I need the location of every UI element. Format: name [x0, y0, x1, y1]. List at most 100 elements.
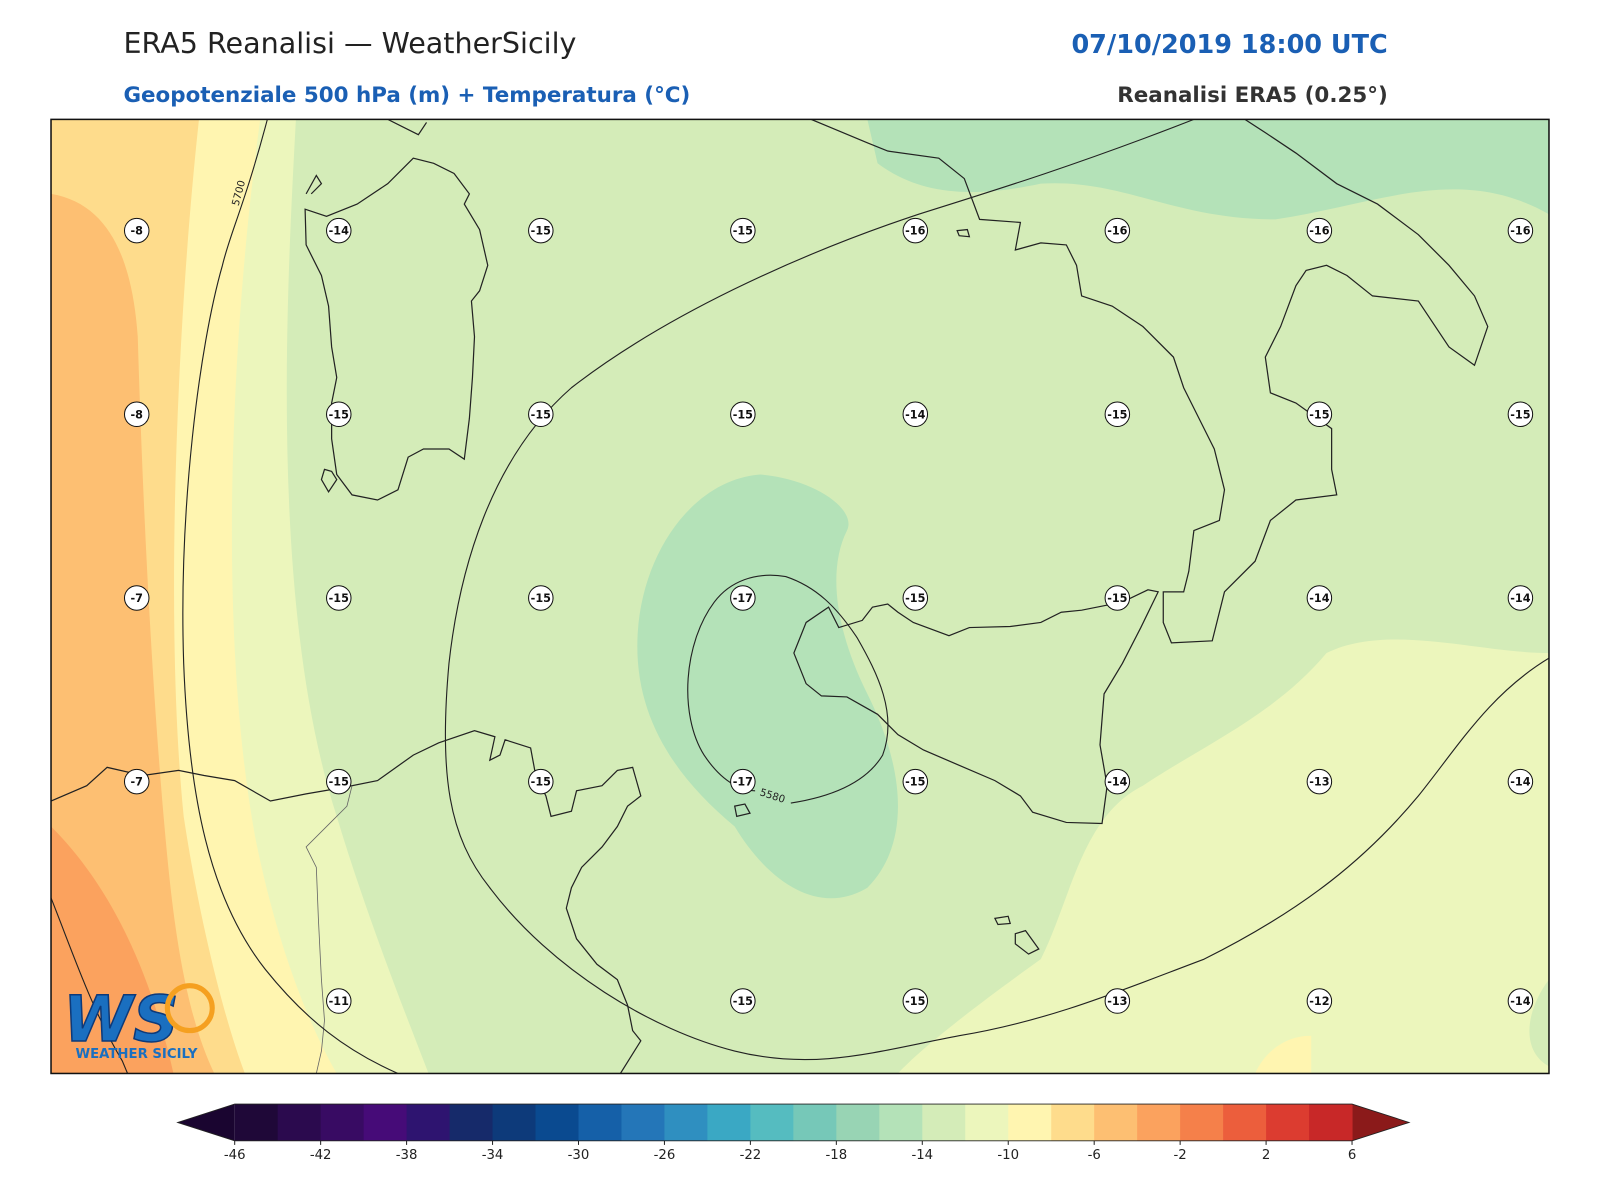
point-marker	[902, 768, 929, 795]
point-marker	[730, 988, 756, 1014]
point-marker	[123, 217, 150, 244]
colorbar-tick-label: -26	[654, 1148, 676, 1163]
colorbar-under	[177, 1104, 235, 1141]
point-marker	[1306, 768, 1333, 795]
point-marker	[902, 988, 929, 1014]
point-value: -16	[905, 225, 925, 238]
point-value: -15	[733, 225, 753, 238]
point-value: -15	[1309, 408, 1329, 421]
map-frame	[50, 118, 1550, 1075]
point-value: -14	[1309, 592, 1329, 605]
colorbar-over	[1352, 1104, 1410, 1141]
field-warm-area	[897, 639, 1549, 1074]
colorbar-band	[621, 1104, 665, 1141]
field-area	[1529, 979, 1549, 1067]
colorbar-band	[922, 1104, 966, 1141]
point-value: -15	[733, 995, 753, 1008]
point-marker	[326, 401, 352, 428]
point-marker	[902, 585, 929, 611]
point-marker	[1306, 217, 1333, 244]
point-marker	[730, 217, 756, 244]
point-marker	[1104, 401, 1131, 428]
logo-mark: WS	[63, 982, 178, 1056]
point-value: -15	[531, 592, 551, 605]
isohypse	[51, 897, 129, 1074]
colorbar-band	[449, 1104, 494, 1141]
logo: WS WEATHER SICILY	[62, 981, 215, 1062]
point-value: -15	[1510, 408, 1530, 421]
coastline	[733, 803, 1040, 955]
point-value: -14	[1510, 776, 1530, 789]
logo-text: WEATHER SICILY	[76, 1047, 198, 1062]
colorbar-band	[1008, 1104, 1052, 1141]
colorbar-tick-label: -34	[482, 1148, 504, 1163]
point-value: -17	[733, 592, 753, 605]
point-value: -15	[329, 592, 349, 605]
point-value: -15	[905, 776, 925, 789]
point-marker	[902, 401, 929, 428]
point-marker	[730, 585, 756, 611]
point-value: -15	[329, 776, 349, 789]
point-marker	[123, 401, 150, 428]
logo-sun	[164, 983, 215, 1034]
colorbar-band	[234, 1104, 279, 1141]
border-line	[305, 785, 353, 1074]
point-value: -14	[905, 408, 925, 421]
field-warm-area	[1255, 1035, 1312, 1074]
colorbar-band	[1137, 1104, 1181, 1141]
colorbar-tick-label: -18	[826, 1148, 848, 1163]
point-marker	[1507, 585, 1534, 611]
point-marker	[730, 401, 756, 428]
point-value: -14	[1510, 995, 1530, 1008]
coastline	[956, 228, 971, 238]
point-value: -15	[905, 995, 925, 1008]
colorbar-tick-label: -14	[911, 1148, 933, 1163]
colorbar-band	[578, 1104, 622, 1141]
point-marker	[1306, 585, 1333, 611]
colorbar-band	[879, 1104, 923, 1141]
point-value: -16	[1510, 225, 1530, 238]
coastline	[320, 468, 338, 493]
point-marker	[902, 217, 929, 244]
point-value: -13	[1107, 995, 1127, 1008]
colorbar-band	[1094, 1104, 1138, 1141]
point-marker	[1306, 401, 1333, 428]
point-marker	[326, 585, 352, 611]
point-value: -17	[733, 776, 753, 789]
colorbar-band	[1180, 1104, 1224, 1141]
colorbar-band	[320, 1104, 365, 1141]
point-value: -12	[1309, 995, 1329, 1008]
colorbar-tick-label: -46	[224, 1148, 246, 1163]
colorbar: -46 -42 -38 -34 -30 -26 -22 -18 -14 -10 -6 -2 2 6	[176, 1103, 1411, 1163]
colorbar-band	[750, 1104, 794, 1141]
point-value: -16	[1107, 225, 1127, 238]
point-marker	[1507, 988, 1534, 1014]
coastline	[304, 119, 489, 501]
colorbar-tick-label: 6	[1348, 1148, 1356, 1163]
point-value: -15	[1107, 408, 1127, 421]
colorbar-band	[836, 1104, 880, 1141]
point-marker	[1104, 768, 1131, 795]
colorbar-band	[406, 1104, 451, 1141]
coastline	[793, 589, 1160, 825]
point-value: -15	[531, 776, 551, 789]
colorbar-tick-label: -10	[997, 1148, 1019, 1163]
colorbar-band	[492, 1104, 537, 1141]
point-marker	[123, 585, 150, 611]
point-marker	[1507, 401, 1534, 428]
source: Reanalisi ERA5 (0.25°)	[1117, 83, 1387, 108]
point-value: -14	[1107, 776, 1127, 789]
point-value: -15	[1107, 592, 1127, 605]
point-value: -15	[531, 225, 551, 238]
colorbar-tick-label: -42	[310, 1148, 332, 1163]
point-value: -14	[1510, 592, 1530, 605]
colorbar-tick-label: -38	[396, 1148, 418, 1163]
point-marker	[123, 768, 150, 795]
colorbar-band	[363, 1104, 408, 1141]
point-marker	[1104, 217, 1131, 244]
coastline	[810, 119, 1489, 644]
colorbar-tick-label: -2	[1174, 1148, 1187, 1163]
point-marker	[1104, 988, 1131, 1014]
colorbar-tick-label: 2	[1262, 1148, 1270, 1163]
